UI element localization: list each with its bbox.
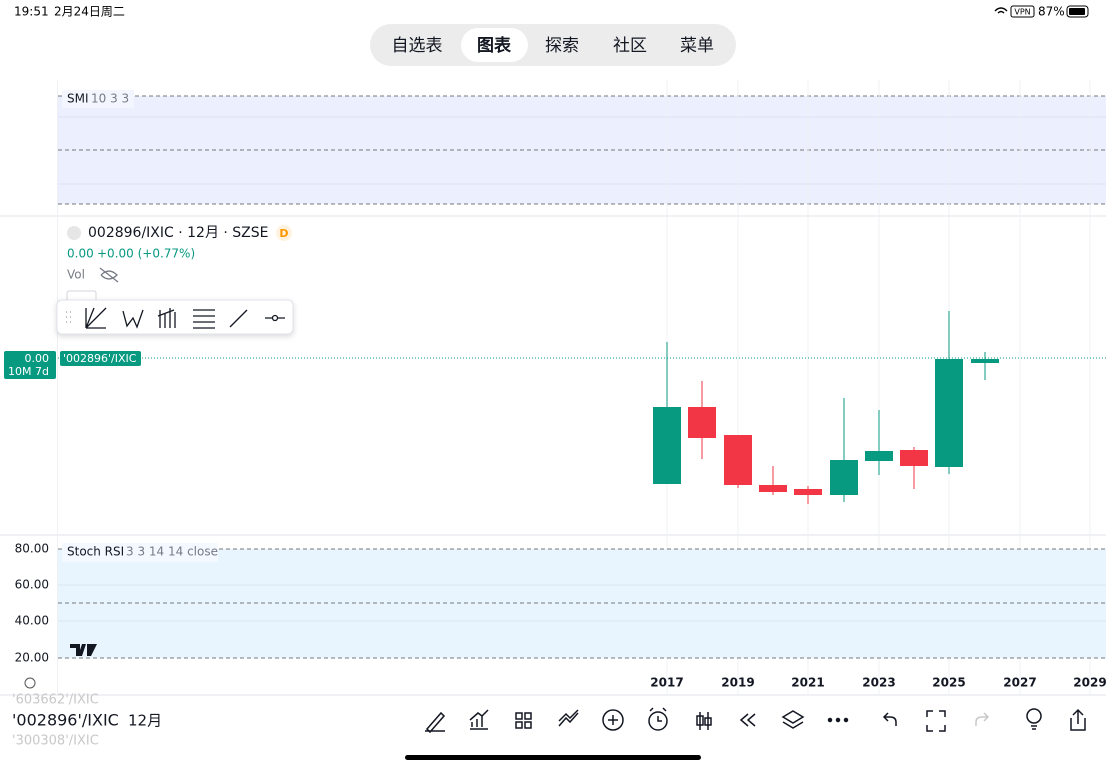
tv-logo[interactable] [70, 644, 97, 656]
nav-tab[interactable]: 自选表 [392, 36, 443, 56]
pattern-tool[interactable] [122, 309, 144, 329]
settings-icon[interactable] [24, 677, 36, 689]
series-label-bg [60, 351, 141, 366]
badge-bg [276, 225, 292, 241]
current-symbol[interactable]: '002896'/IXIC [12, 711, 119, 730]
replay-tool[interactable] [739, 713, 756, 727]
prev-symbol[interactable]: '603662'/IXIC [12, 693, 99, 708]
stoch-level-label: 20.00 [15, 651, 49, 665]
wifi-icon [994, 7, 1008, 14]
drag-handle[interactable] [66, 311, 71, 323]
nav-tab[interactable]: 图表 [477, 35, 512, 56]
delay-badge: D [279, 227, 288, 240]
smi-params: 10 3 3 [91, 92, 129, 106]
vpn-box [1010, 5, 1035, 18]
candle-body [688, 407, 716, 438]
vpn-label: VPN [1014, 8, 1030, 17]
battery-fill [1069, 8, 1085, 15]
status-date: 2月24日周二 [54, 5, 125, 19]
ideas[interactable] [1026, 708, 1042, 724]
fib-fan-tool[interactable] [85, 307, 107, 329]
tab-bar [370, 24, 736, 66]
hide-icon[interactable] [99, 267, 119, 283]
fib-retracement-tool[interactable] [193, 309, 215, 329]
price-label-bg [4, 351, 56, 379]
x-axis-label: 2017 [650, 676, 683, 690]
candle-body [865, 451, 893, 461]
candle-body [724, 435, 752, 485]
x-axis-label: 2025 [932, 676, 965, 690]
active-tab-bg [461, 28, 528, 62]
candle-body [830, 460, 858, 495]
candle-body [653, 407, 681, 484]
undo[interactable] [882, 712, 897, 726]
next-symbol[interactable]: '300308'/IXIC [12, 734, 99, 749]
chart-type-tool[interactable] [696, 712, 712, 730]
stoch-level-label: 80.00 [15, 542, 49, 556]
add-tool[interactable] [602, 709, 624, 731]
status-time: 19:51 [14, 5, 49, 19]
last-price: 0.00 [67, 247, 94, 261]
stoch-level-label: 60.00 [15, 578, 49, 592]
stoch-name: Stoch RSI [67, 545, 124, 559]
nav-tab[interactable]: 菜单 [680, 36, 714, 56]
draw-tool[interactable] [425, 711, 446, 734]
smi-name: SMI [67, 92, 89, 106]
battery-icon [1066, 5, 1089, 18]
smi-background [58, 96, 1106, 204]
home-indicator [405, 755, 701, 760]
x-axis-label: 2019 [721, 676, 754, 690]
stoch-background [58, 549, 1106, 658]
ray-handle [271, 314, 279, 322]
x-axis-label: 2023 [862, 676, 895, 690]
trendline-tool[interactable] [229, 309, 248, 328]
volume-label: Vol [67, 268, 85, 282]
redo[interactable] [975, 712, 990, 726]
stoch-params: 3 3 14 14 close [126, 545, 218, 559]
projection-tool[interactable] [157, 308, 176, 328]
share[interactable] [1070, 708, 1086, 731]
symbol-logo [67, 226, 81, 240]
smi-legend-bg [62, 90, 134, 108]
nav-tab[interactable]: 社区 [613, 36, 647, 56]
indicators-tool[interactable] [469, 709, 489, 730]
stoch-legend-bg [62, 543, 218, 562]
stoch-level-label: 40.00 [15, 614, 49, 628]
fullscreen[interactable] [926, 710, 946, 732]
x-axis-label: 2027 [1003, 676, 1036, 690]
bar-countdown: 10M 7d [8, 365, 49, 378]
layers-tool[interactable] [781, 710, 805, 729]
battery-percent: 87% [1038, 5, 1065, 19]
more-tool[interactable] [827, 717, 833, 723]
x-axis-label: 2029 [1073, 676, 1106, 690]
price-scale-label: 0.00 [25, 352, 50, 365]
nav-tab[interactable]: 探索 [545, 36, 579, 56]
x-axis-label: 2021 [791, 676, 824, 690]
interval[interactable]: 12月 [128, 712, 162, 730]
compare-tool[interactable] [558, 709, 579, 727]
price-change: +0.00 (+0.77%) [97, 247, 195, 261]
candle-body [900, 450, 928, 466]
candle-body [759, 485, 787, 492]
templates-tool[interactable] [515, 712, 532, 729]
alert-tool[interactable] [648, 711, 668, 731]
candle-body [794, 489, 822, 495]
candle-body [935, 359, 963, 467]
symbol-title: 002896/IXIC · 12月 · SZSE [88, 225, 269, 241]
series-label: '002896'/IXIC [63, 352, 137, 365]
candle-body [971, 359, 999, 363]
